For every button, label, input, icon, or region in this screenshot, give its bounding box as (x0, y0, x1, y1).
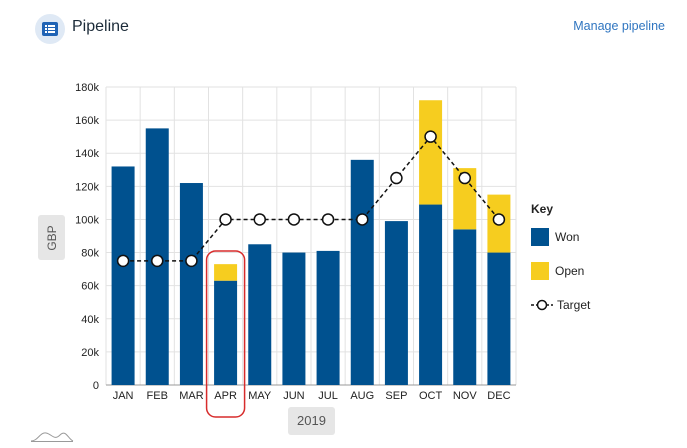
legend-label-open: Open (555, 264, 585, 278)
legend-swatch-target (531, 299, 553, 311)
y-tick-label-6: 120k (75, 181, 99, 193)
bar-won-jul[interactable] (316, 250, 340, 385)
footer-logo-icon (30, 432, 74, 442)
chart-highlight (205, 250, 246, 418)
page-header: Pipeline Manage pipeline (0, 0, 687, 58)
target-point-jan[interactable] (116, 254, 130, 268)
y-tick-label-5: 100k (75, 214, 99, 226)
legend-title: Key (531, 202, 554, 216)
legend-label-won: Won (555, 230, 580, 244)
y-tick-label-9: 180k (75, 82, 99, 94)
y-tick-label-3: 60k (81, 281, 99, 293)
x-tick-label-may: MAY (248, 390, 272, 402)
bar-won-sep[interactable] (384, 221, 408, 385)
y-tick-label-1: 20k (81, 347, 99, 359)
bar-open-apr[interactable] (214, 264, 238, 281)
y-tick-label-8: 160k (75, 115, 99, 127)
legend-item-open[interactable]: Open (531, 262, 584, 296)
x-tick-label-jun: JUN (283, 390, 304, 402)
highlight-box-apr (205, 250, 246, 418)
bar-won-nov[interactable] (453, 229, 477, 385)
target-point-feb[interactable] (151, 254, 164, 268)
page-title: Pipeline (72, 18, 129, 35)
target-line (123, 135, 500, 262)
bar-won-oct[interactable] (419, 204, 443, 385)
legend-item-won[interactable]: Won (531, 228, 579, 262)
y-tick-label-2: 40k (81, 314, 99, 326)
chart-legend: Key Won Open Target (531, 202, 590, 330)
chart-y-ticks: 0 20k 40k 60k 80k 100k 120k 140k 160k 180k (75, 82, 99, 392)
x-tick-label-feb: FEB (147, 390, 168, 402)
x-tick-label-mar: MAR (179, 390, 204, 402)
legend-label-target: Target (557, 298, 591, 312)
legend-item-target[interactable]: Target (531, 296, 590, 330)
bar-won-dec[interactable] (487, 252, 511, 385)
y-tick-label-4: 80k (81, 248, 99, 260)
x-tick-label-sep: SEP (385, 390, 407, 402)
bar-won-apr[interactable] (214, 280, 238, 385)
target-point-mar[interactable] (185, 254, 198, 268)
bar-won-aug[interactable] (350, 159, 374, 385)
y-tick-label-0: 0 (93, 380, 99, 392)
chart-grid (105, 86, 517, 386)
y-axis-label-text: GBP (44, 224, 59, 251)
target-point-apr[interactable] (219, 213, 232, 226)
x-tick-label-jan: JAN (113, 390, 134, 402)
x-tick-label-aug: AUG (350, 390, 374, 402)
x-tick-label-jul: JUL (318, 390, 338, 402)
target-point-dec[interactable] (492, 213, 506, 226)
x-axis-label: 2019 (288, 407, 335, 435)
legend-swatch-open (531, 262, 549, 280)
bar-won-may[interactable] (248, 244, 272, 385)
target-point-oct[interactable] (424, 130, 437, 143)
bar-open-oct[interactable] (419, 100, 443, 205)
legend-swatch-won (531, 228, 549, 246)
list-icon (35, 14, 65, 44)
y-tick-label-7: 140k (75, 148, 99, 160)
x-axis-label-text: 2019 (297, 413, 326, 428)
bar-won-mar[interactable] (179, 183, 203, 385)
bar-won-jun[interactable] (282, 252, 306, 385)
bar-won-jan[interactable] (111, 166, 135, 385)
bar-open-nov[interactable] (453, 168, 477, 230)
target-point-sep[interactable] (390, 171, 403, 185)
x-tick-label-dec: DEC (487, 390, 510, 402)
target-point-jul[interactable] (321, 213, 335, 226)
x-tick-label-nov: NOV (453, 390, 478, 402)
x-tick-label-oct: OCT (419, 390, 443, 402)
target-point-aug[interactable] (356, 213, 369, 226)
chart-target-line (116, 130, 506, 268)
target-point-jun[interactable] (287, 213, 301, 226)
target-point-may[interactable] (253, 213, 266, 226)
chart-x-ticks: JAN FEB MAR APR MAY JUN JUL AUG SEP OCT NOV DEC (113, 390, 511, 402)
manage-pipeline-link[interactable]: Manage pipeline (573, 19, 665, 33)
y-axis-label: GBP (38, 215, 65, 260)
target-point-nov[interactable] (458, 171, 471, 185)
x-tick-label-apr: APR (214, 390, 237, 402)
chart-bars (111, 100, 511, 385)
